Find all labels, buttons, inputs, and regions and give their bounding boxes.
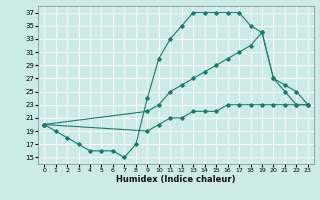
X-axis label: Humidex (Indice chaleur): Humidex (Indice chaleur) xyxy=(116,175,236,184)
